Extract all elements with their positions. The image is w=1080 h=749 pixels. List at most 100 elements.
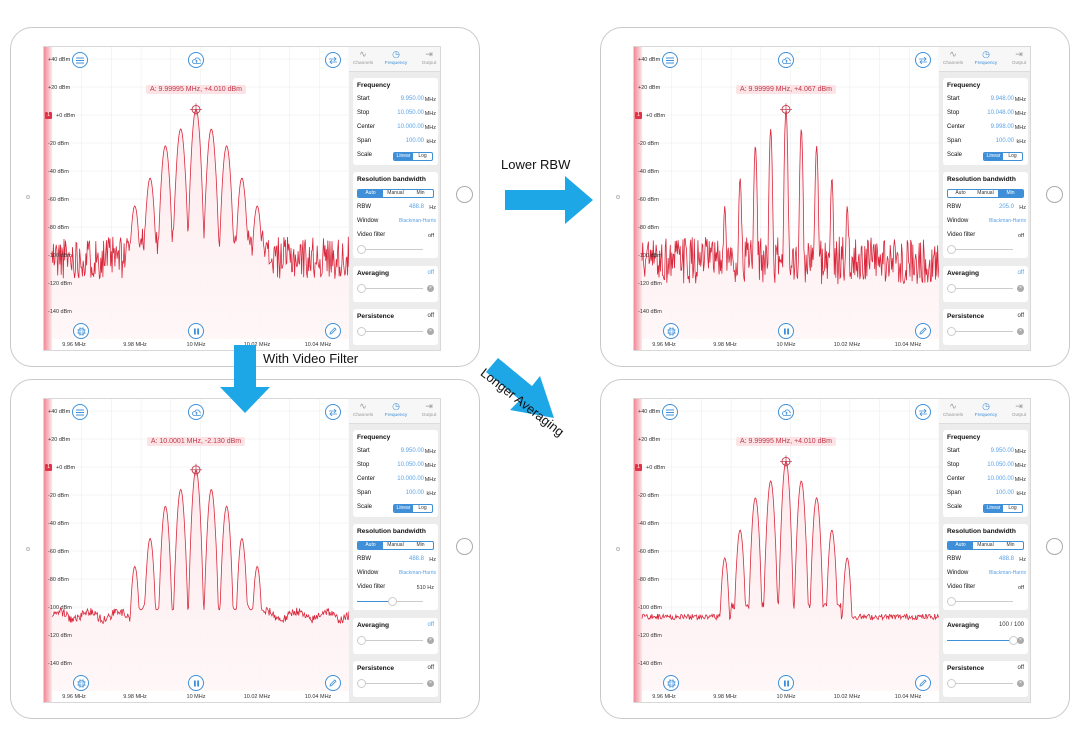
slider-knob[interactable] xyxy=(947,679,956,688)
reference-level-flag[interactable]: 1 xyxy=(45,464,52,471)
clear-icon[interactable]: × xyxy=(427,327,434,335)
scale-option[interactable]: Log xyxy=(418,505,427,511)
crosshair-grid-button[interactable] xyxy=(73,323,89,339)
video-filter-slider[interactable] xyxy=(357,245,423,254)
pencil-button[interactable] xyxy=(325,675,341,691)
reference-level-flag[interactable]: 1 xyxy=(635,112,642,119)
rbw-value[interactable]: 488.8 xyxy=(998,556,1014,562)
clear-icon[interactable]: × xyxy=(1017,284,1024,292)
rbw-mode-segmented-control[interactable]: Auto Manual Min xyxy=(357,541,434,550)
persistence-slider[interactable] xyxy=(947,327,1013,336)
rbw-mode-option[interactable]: Auto xyxy=(358,542,383,549)
pause-button[interactable] xyxy=(778,323,794,339)
tab-frequency[interactable]: Frequency xyxy=(974,61,998,66)
spectrum-plot[interactable]: +40 dBm +20 dBm +0 dBm -20 dBm -40 dBm -60 dB… xyxy=(634,47,939,350)
crosshair-grid-button[interactable] xyxy=(663,675,679,691)
swap-button[interactable] xyxy=(325,404,341,420)
rbw-mode-option[interactable]: Min xyxy=(998,190,1023,197)
output-icon[interactable]: ⇥ xyxy=(425,49,433,59)
rbw-mode-option[interactable]: Manual xyxy=(387,190,404,196)
tab-frequency[interactable]: Frequency xyxy=(974,413,998,418)
pencil-button[interactable] xyxy=(915,323,931,339)
clear-icon[interactable]: × xyxy=(1017,679,1024,687)
clock-icon[interactable]: ◷ xyxy=(982,49,990,59)
slider-knob[interactable] xyxy=(357,284,366,293)
rbw-mode-option[interactable]: Manual xyxy=(977,190,994,196)
slider-knob[interactable] xyxy=(388,597,397,606)
window-value[interactable]: Blackman-Harris xyxy=(989,218,1026,224)
spectrum-plot[interactable]: +40 dBm +20 dBm +0 dBm -20 dBm -40 dBm -60 dB… xyxy=(44,47,349,350)
slider-knob[interactable] xyxy=(947,597,956,606)
tab-channels[interactable]: Channels xyxy=(942,413,964,418)
span-value[interactable]: 100.00 xyxy=(405,490,424,496)
pencil-button[interactable] xyxy=(325,323,341,339)
start-value[interactable]: 9.950.00 xyxy=(990,448,1014,454)
tab-output[interactable]: Output xyxy=(1011,61,1027,66)
averaging-slider[interactable] xyxy=(947,636,1018,645)
wave-icon[interactable]: ∿ xyxy=(949,401,957,411)
tab-frequency[interactable]: Frequency xyxy=(384,413,408,418)
scale-segmented-control[interactable]: Linear Log xyxy=(983,504,1023,513)
rbw-mode-segmented-control[interactable]: Auto Manual Min xyxy=(947,189,1024,198)
clock-icon[interactable]: ◷ xyxy=(392,49,400,59)
scale-option[interactable]: Linear xyxy=(394,505,413,512)
scale-option[interactable]: Log xyxy=(1008,153,1017,159)
clear-icon[interactable]: × xyxy=(1017,636,1024,644)
rbw-mode-option[interactable]: Min xyxy=(1006,542,1015,548)
menu-button[interactable] xyxy=(72,52,88,68)
rbw-mode-segmented-control[interactable]: Auto Manual Min xyxy=(357,189,434,198)
wave-icon[interactable]: ∿ xyxy=(359,401,367,411)
persistence-slider[interactable] xyxy=(357,679,423,688)
averaging-slider[interactable] xyxy=(947,284,1013,293)
tab-frequency[interactable]: Frequency xyxy=(384,61,408,66)
rbw-mode-option[interactable]: Auto xyxy=(955,190,966,196)
slider-knob[interactable] xyxy=(947,284,956,293)
slider-knob[interactable] xyxy=(947,245,956,254)
cloud-upload-button[interactable] xyxy=(778,404,794,420)
cloud-upload-button[interactable] xyxy=(188,52,204,68)
pause-button[interactable] xyxy=(778,675,794,691)
clear-icon[interactable]: × xyxy=(427,284,434,292)
slider-knob[interactable] xyxy=(357,636,366,645)
scale-option[interactable]: Linear xyxy=(394,153,413,160)
wave-icon[interactable]: ∿ xyxy=(359,49,367,59)
span-value[interactable]: 100.00 xyxy=(405,138,424,144)
center-value[interactable]: 9.998.00 xyxy=(990,124,1014,130)
crosshair-grid-button[interactable] xyxy=(73,675,89,691)
stop-value[interactable]: 10.050.00 xyxy=(397,462,424,468)
stop-value[interactable]: 10.050.00 xyxy=(987,462,1014,468)
wave-icon[interactable]: ∿ xyxy=(949,49,957,59)
rbw-mode-option[interactable]: Auto xyxy=(358,190,383,197)
menu-button[interactable] xyxy=(72,404,88,420)
tab-output[interactable]: Output xyxy=(421,413,437,418)
window-value[interactable]: Blackman-Harris xyxy=(399,570,436,576)
clear-icon[interactable]: × xyxy=(427,679,434,687)
stop-value[interactable]: 10.048.00 xyxy=(987,110,1014,116)
reference-level-flag[interactable]: 1 xyxy=(635,464,642,471)
rbw-value[interactable]: 205.0 xyxy=(998,204,1014,210)
start-value[interactable]: 9.948.00 xyxy=(990,96,1014,102)
scale-option[interactable]: Log xyxy=(1008,505,1017,511)
scale-segmented-control[interactable]: Linear Log xyxy=(393,152,433,161)
slider-knob[interactable] xyxy=(357,327,366,336)
span-value[interactable]: 100.00 xyxy=(995,138,1014,144)
swap-button[interactable] xyxy=(915,52,931,68)
scale-segmented-control[interactable]: Linear Log xyxy=(393,504,433,513)
tab-channels[interactable]: Channels xyxy=(352,413,374,418)
spectrum-plot[interactable]: +40 dBm +20 dBm +0 dBm -20 dBm -40 dBm -60 dB… xyxy=(634,399,939,702)
scale-option[interactable]: Linear xyxy=(984,505,1003,512)
start-value[interactable]: 9.950.00 xyxy=(400,96,424,102)
persistence-slider[interactable] xyxy=(947,679,1013,688)
scale-segmented-control[interactable]: Linear Log xyxy=(983,152,1023,161)
spectrum-canvas[interactable] xyxy=(44,47,349,350)
crosshair-grid-button[interactable] xyxy=(663,323,679,339)
pause-button[interactable] xyxy=(188,675,204,691)
slider-knob[interactable] xyxy=(947,327,956,336)
output-icon[interactable]: ⇥ xyxy=(425,401,433,411)
spectrum-canvas[interactable] xyxy=(634,47,939,350)
center-value[interactable]: 10.000.00 xyxy=(397,124,424,130)
tab-output[interactable]: Output xyxy=(421,61,437,66)
slider-knob[interactable] xyxy=(357,679,366,688)
cloud-upload-button[interactable] xyxy=(778,52,794,68)
video-filter-slider[interactable] xyxy=(947,597,1013,606)
